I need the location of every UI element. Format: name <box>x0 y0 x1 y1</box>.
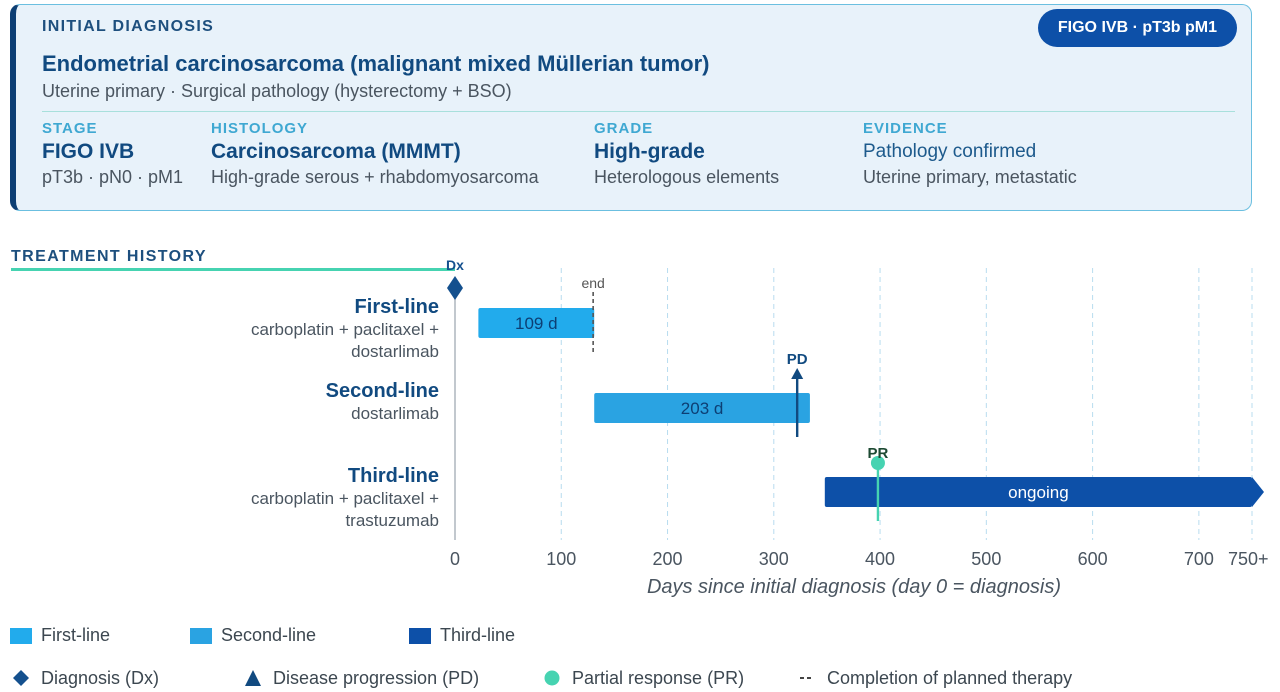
second-line-swatch <box>190 627 212 644</box>
histology-column: HISTOLOGY Carcinosarcoma (MMMT) High-gra… <box>211 119 539 189</box>
first-line-label: First-line carboplatin + paclitaxel + do… <box>251 295 439 363</box>
response-marker <box>870 456 885 470</box>
x-tick-label: 400 <box>865 549 895 569</box>
x-tick-label-end: 750+ <box>1228 549 1269 569</box>
card-divider <box>42 111 1235 112</box>
legend-third-line: Third-line <box>409 625 515 646</box>
x-axis-title: Days since initial diagnosis (day 0 = di… <box>647 576 1061 598</box>
second-line-drug-1: dostarlimab <box>351 404 439 423</box>
legend-first-line-label: First-line <box>41 625 111 645</box>
legend-second-line-label: Second-line <box>221 625 317 645</box>
first-line-drug-2: dostarlimab <box>351 342 439 361</box>
diagnosis-card: INITIAL DIAGNOSIS FIGO IVB · pT3b pM1 En… <box>10 4 1252 211</box>
progression-marker <box>791 368 804 379</box>
ongoing-arrow-icon <box>1252 477 1264 507</box>
legend-series-row: First-line Second-line Third-line <box>0 625 1280 649</box>
evidence-value: Pathology confirmed <box>863 141 1037 162</box>
x-tick-label: 700 <box>1184 549 1214 569</box>
legend-completion: Completion of planned therapy <box>796 667 1072 689</box>
response-label: PR <box>868 445 889 462</box>
treatment-bar <box>594 393 810 423</box>
stage-value: FIGO IVB <box>42 140 135 163</box>
second-line-name: Second-line <box>325 380 439 402</box>
legend-diagnosis-label: Diagnosis (Dx) <box>41 667 160 688</box>
legend-response-label: Partial response (PR) <box>572 667 745 688</box>
first-line-drug-1: carboplatin + paclitaxel + <box>250 320 439 339</box>
histology-value: Carcinosarcoma (MMMT) <box>211 140 461 163</box>
first-line-swatch <box>10 627 32 644</box>
legend-third-line-label: Third-line <box>440 625 516 645</box>
diagnosis-heading: INITIAL DIAGNOSIS <box>42 18 215 35</box>
completion-label: end <box>581 275 604 291</box>
stage-detail: pT3b · pN0 · pM1 <box>42 167 184 187</box>
legend-completion-label: Completion of planned therapy <box>827 667 1073 688</box>
x-tick-label: 500 <box>971 549 1001 569</box>
x-tick-label: 200 <box>653 549 683 569</box>
evidence-label: EVIDENCE <box>863 120 948 137</box>
legend-marker-row: Diagnosis (Dx) Disease progression (PD) … <box>0 667 1280 691</box>
stage-label: STAGE <box>42 120 98 137</box>
second-line-label: Second-line dostarlimab <box>326 379 439 425</box>
diagnosis-title: Endometrial carcinosarcoma (malignant mi… <box>42 51 710 76</box>
diagnosis-label: Dx <box>446 257 464 273</box>
legend-progression: Disease progression (PD) <box>242 667 479 689</box>
legend-progression-label: Disease progression (PD) <box>273 667 480 688</box>
circle-icon <box>541 667 563 689</box>
triangle-icon <box>242 667 264 689</box>
histology-detail: High-grade serous + rhabdomyosarcoma <box>211 167 539 187</box>
histology-label: HISTOLOGY <box>211 120 309 137</box>
third-line-swatch <box>409 627 431 644</box>
diamond-icon <box>10 667 32 689</box>
treatment-heading-rule <box>11 268 455 271</box>
bar-label: 109 d <box>515 314 558 333</box>
legend-first-line: First-line <box>10 625 110 646</box>
grade-column: GRADE High-grade Heterologous elements <box>594 119 779 189</box>
first-line-name: First-line <box>354 296 439 318</box>
x-tick-label: 100 <box>546 549 576 569</box>
dashed-line-icon <box>796 667 818 689</box>
grade-detail: Heterologous elements <box>594 167 780 187</box>
x-tick-label: 300 <box>759 549 789 569</box>
diagnosis-subtitle: Uterine primary · Surgical pathology (hy… <box>42 81 512 101</box>
bar-label: 203 d <box>681 399 724 418</box>
third-line-drug-2: trastuzumab <box>345 511 439 530</box>
x-tick-label: 600 <box>1078 549 1108 569</box>
diagnosis-marker <box>447 276 463 300</box>
stage-column: STAGE FIGO IVB pT3b · pN0 · pM1 <box>42 119 183 189</box>
grade-label: GRADE <box>594 120 654 137</box>
legend-diagnosis: Diagnosis (Dx) <box>10 667 159 689</box>
third-line-label: Third-line carboplatin + paclitaxel + tr… <box>251 464 439 532</box>
third-line-drug-1: carboplatin + paclitaxel + <box>250 489 439 508</box>
bar-label: ongoing <box>1008 483 1069 502</box>
treatment-bar <box>824 477 1252 507</box>
stage-badge: FIGO IVB · pT3b pM1 <box>1037 9 1237 47</box>
legend-response: Partial response (PR) <box>541 667 744 689</box>
progression-label: PD <box>787 351 808 368</box>
x-tick-label: 0 <box>450 549 460 569</box>
third-line-name: Third-line <box>347 465 439 487</box>
grade-value: High-grade <box>594 140 705 163</box>
legend-second-line: Second-line <box>190 625 316 646</box>
treatment-heading: TREATMENT HISTORY <box>11 248 207 265</box>
evidence-column: EVIDENCE Pathology confirmed Uterine pri… <box>863 119 1077 189</box>
evidence-detail: Uterine primary, metastatic <box>863 167 1077 187</box>
treatment-bar <box>478 308 595 338</box>
